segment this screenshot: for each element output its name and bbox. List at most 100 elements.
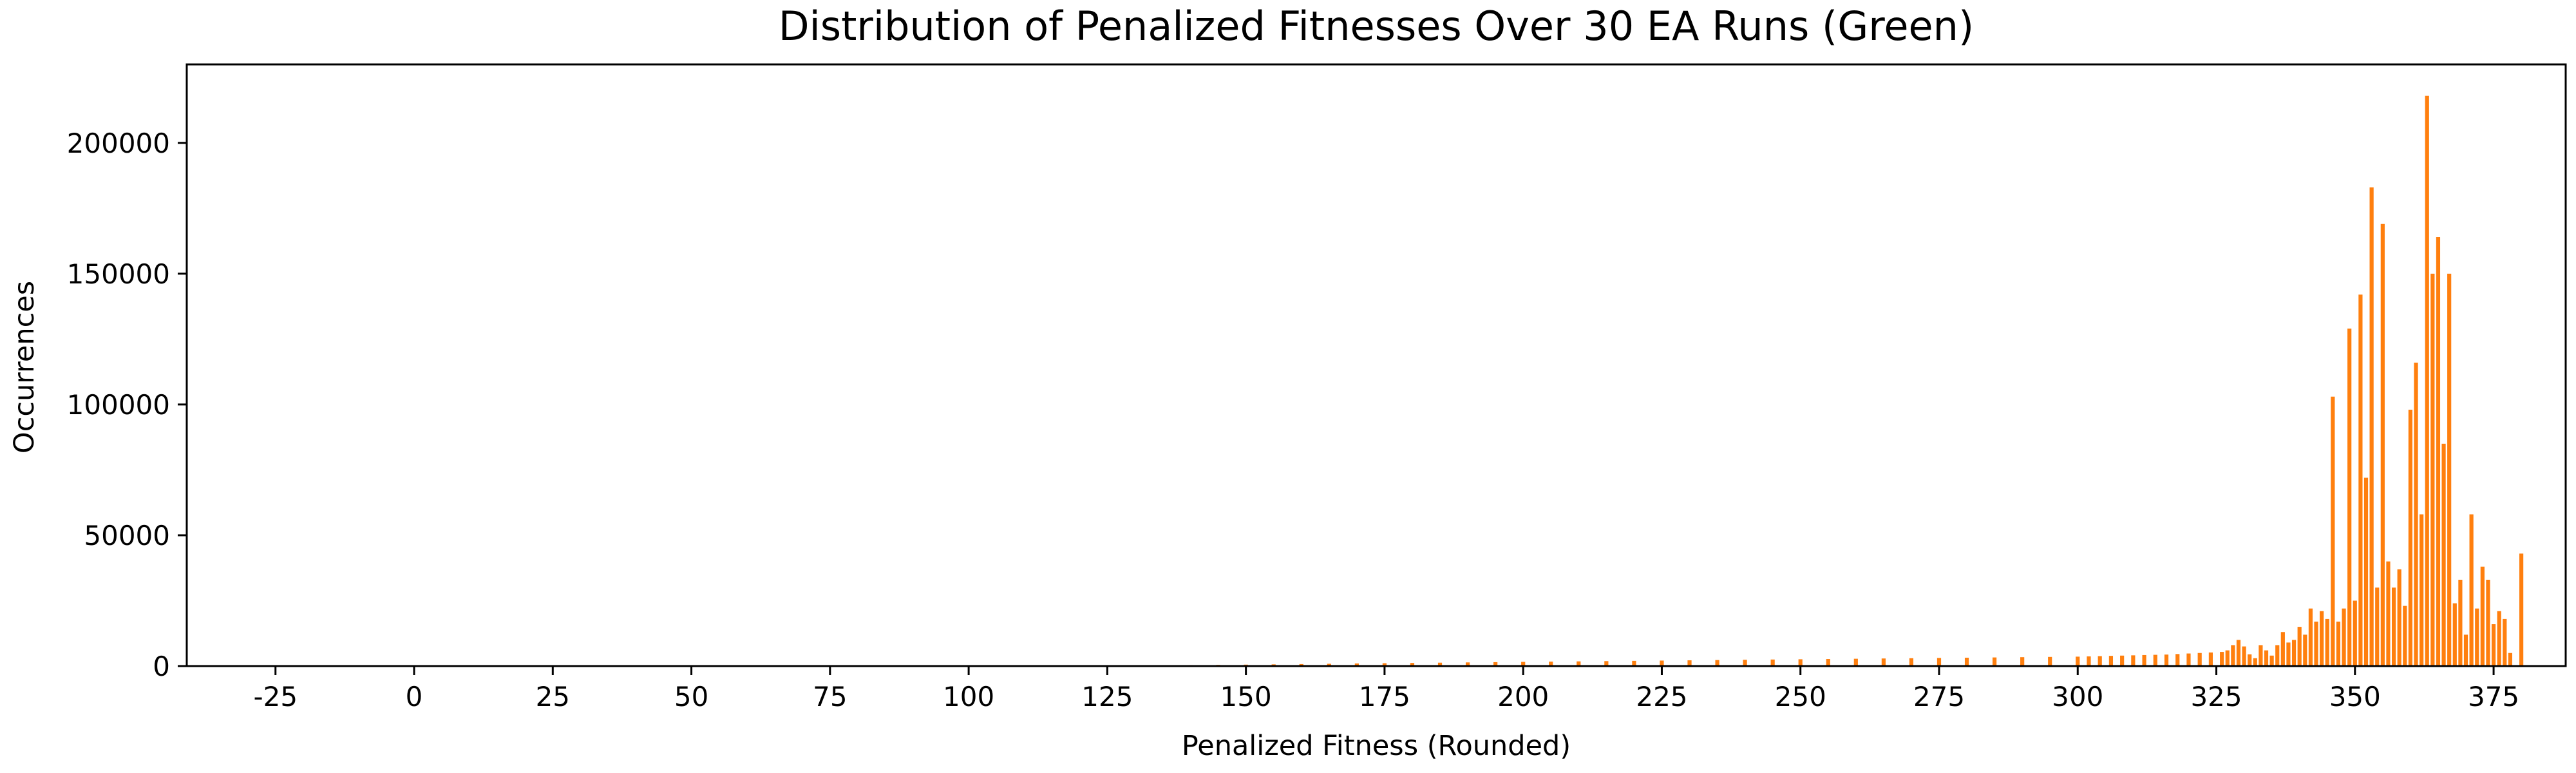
bar (1382, 663, 1387, 666)
bar (2248, 654, 2252, 666)
bar (2242, 646, 2246, 666)
bar (2131, 655, 2136, 666)
bar (2386, 561, 2391, 666)
x-tick-label: 225 (1636, 681, 1687, 712)
bar (2369, 187, 2374, 666)
bar (1521, 662, 1526, 666)
bar (2320, 611, 2324, 666)
bar (2286, 642, 2291, 666)
bar (2197, 653, 2202, 666)
bar (2076, 656, 2080, 666)
bar (2297, 627, 2302, 666)
bar (2098, 656, 2102, 666)
bar (2253, 658, 2257, 666)
x-tick-label: 250 (1775, 681, 1826, 712)
bar (2491, 624, 2496, 666)
bar (2291, 640, 2297, 666)
bar (2447, 273, 2452, 666)
plot-area-frame (185, 63, 2567, 667)
bar (2391, 587, 2396, 666)
bar (2441, 443, 2446, 666)
x-tick-label: 275 (1913, 681, 1965, 712)
bar (1937, 658, 1942, 666)
bar (2220, 652, 2224, 666)
bar (2397, 569, 2401, 666)
bar (2153, 654, 2157, 666)
bar (2280, 632, 2285, 666)
bar (2120, 655, 2125, 666)
bar (1964, 658, 1969, 666)
x-tick-label: 25 (536, 681, 570, 712)
bar (2259, 645, 2263, 666)
bar (2142, 654, 2146, 666)
y-tick-label: 150000 (67, 258, 170, 290)
y-tick-label: 50000 (84, 520, 170, 551)
bar (1577, 661, 1581, 666)
bar (2519, 553, 2524, 666)
bar (2358, 294, 2363, 666)
x-axis-ticks: -25 0 25 50 75 100 125 150 175 200 225 250 275 300 325… (253, 666, 2519, 712)
y-axis-label: Occurrences (8, 281, 41, 453)
bar (1743, 660, 1747, 666)
bar (2475, 608, 2479, 666)
bar (2425, 95, 2429, 667)
bar (1660, 660, 1664, 666)
x-tick-label: 300 (2052, 681, 2103, 712)
bar (2403, 606, 2407, 666)
x-tick-label: 375 (2468, 681, 2519, 712)
bar (1826, 659, 1830, 666)
x-tick-label: 150 (1220, 681, 1272, 712)
x-tick-label: 100 (943, 681, 994, 712)
bar (2264, 650, 2269, 666)
bar (2275, 645, 2280, 666)
bar (1770, 659, 1775, 666)
bar (2463, 635, 2468, 666)
bar (2436, 237, 2441, 666)
x-tick-label: 75 (813, 681, 847, 712)
x-tick-label: 50 (674, 681, 708, 712)
x-tick-label: 0 (406, 681, 423, 712)
bar (2353, 600, 2357, 666)
bar (2225, 650, 2230, 666)
bar (2497, 611, 2501, 666)
bar (1604, 661, 1609, 666)
x-tick-label: 175 (1359, 681, 1410, 712)
bar (2420, 514, 2424, 666)
bar (1549, 662, 1553, 666)
bar (1993, 657, 1997, 666)
x-tick-label: 350 (2329, 681, 2381, 712)
bar (2314, 621, 2318, 666)
bar (2331, 396, 2335, 666)
bar (2503, 618, 2507, 666)
bar (2175, 654, 2180, 666)
bar (1881, 658, 1886, 666)
bar (2342, 608, 2346, 666)
x-tick-label: 125 (1081, 681, 1133, 712)
bar (2508, 653, 2512, 666)
bar (2363, 477, 2369, 666)
bar (2375, 587, 2380, 666)
y-axis-ticks: 0 50000 100000 150000 200000 (67, 128, 187, 682)
y-tick-label: 100000 (67, 389, 170, 421)
bar (1410, 663, 1415, 666)
bar (2325, 618, 2329, 666)
bar (2380, 224, 2385, 667)
bar (1354, 663, 1359, 666)
bar (1687, 660, 1692, 666)
bar (2308, 608, 2313, 666)
y-tick-label: 200000 (67, 128, 170, 159)
bar (2303, 635, 2307, 666)
x-axis-label: Penalized Fitness (Rounded) (1182, 730, 1571, 762)
bar (2048, 656, 2052, 666)
bar (2164, 654, 2169, 666)
y-tick-label: 0 (153, 651, 170, 682)
bar (1299, 663, 1303, 666)
bar (2087, 656, 2091, 666)
bar (1493, 662, 1498, 666)
bar (2347, 329, 2352, 666)
bar (2108, 656, 2114, 666)
bar (2020, 657, 2025, 666)
bar (2486, 579, 2490, 666)
